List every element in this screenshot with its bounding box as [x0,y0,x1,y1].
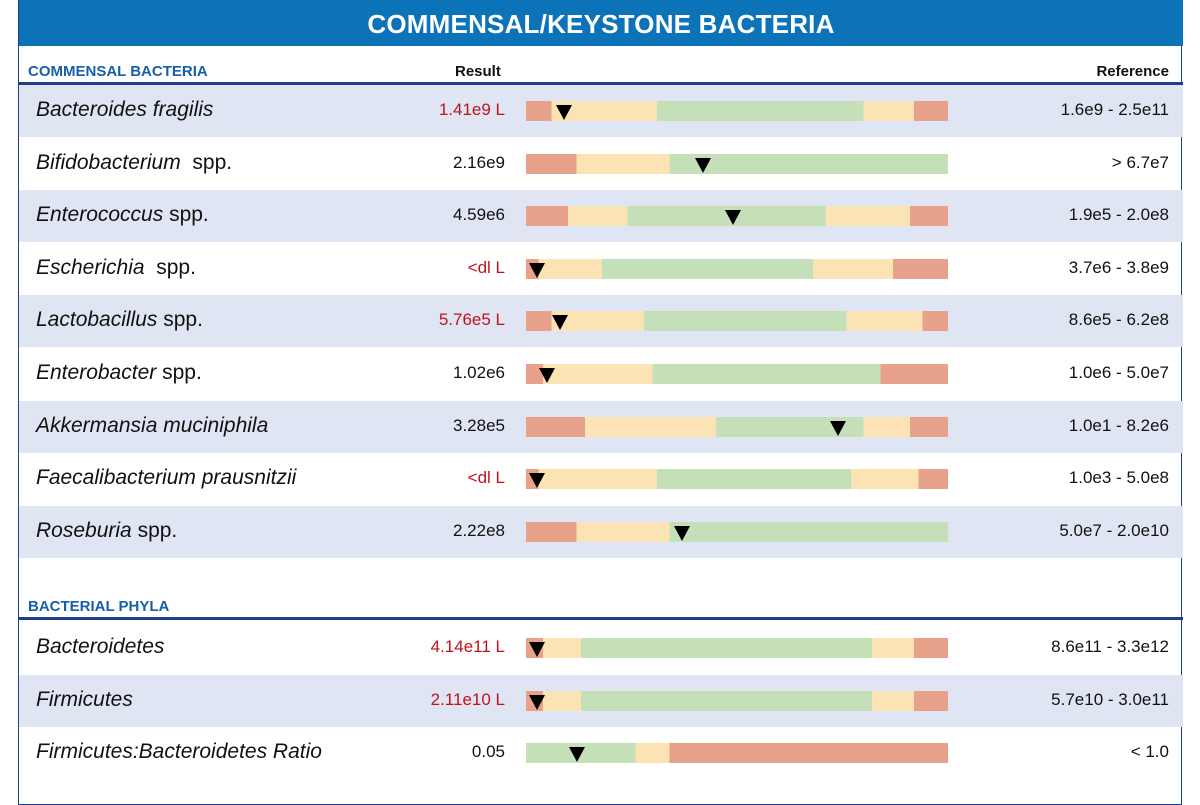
organism-name: Akkermansia muciniphila [36,414,268,438]
result-marker-icon [674,525,691,541]
table-row: Firmicutes:Bacteroidetes Ratio 0.05 < 1.0 [19,727,1183,779]
table-row: Faecalibacterium prausnitzii <dl L 1.0e3 -… [19,453,1183,505]
section-title: BACTERIAL PHYLA [28,598,170,615]
reference-range: 1.6e9 - 2.5e11 [1060,100,1169,119]
result-value: <dl L [467,468,505,488]
reference-range: 1.0e1 - 8.2e6 [1068,415,1169,435]
table-row: Enterococcus spp. 4.59e6 1.9e5 - 2.0e8 [19,190,1183,243]
scientific-name: Enterococcus [36,203,164,227]
result-value: 4.59e6 [453,205,505,225]
result-value: 3.28e5 [453,415,505,435]
result-column-header: Result [455,63,501,80]
scientific-name: Akkermansia muciniphila [36,413,269,437]
scientific-name: Roseburia [36,518,132,542]
result-marker-icon [724,210,741,226]
table-row: Roseburia spp. 2.22e8 5.0e7 - 2.0e10 [19,505,1183,558]
range-bar [526,206,948,227]
result-value: 2.22e8 [453,520,505,540]
scientific-name: Bacteroidetes [36,635,165,658]
reference-range: 5.7e10 - 3.0e11 [1051,689,1169,709]
result-value: 5.76e5 L [438,310,505,330]
result-value: <dl L [467,257,505,277]
organism-name: Bacteroides fragilis [36,98,213,122]
range-bar [526,364,948,384]
reference-column-header: Reference [1096,63,1169,80]
result-marker-icon [528,694,545,710]
organism-name: Firmicutes:Bacteroidetes Ratio [36,740,322,764]
organism-name: Escherichia spp. [36,256,196,280]
result-value: 1.02e6 [453,363,505,382]
name-suffix: spp. [144,255,196,279]
organism-name: Lactobacillus spp. [36,308,203,332]
result-value: 2.16e9 [453,152,505,172]
scientific-name: Bifidobacterium [36,150,181,174]
reference-range: < 1.0 [1130,742,1169,762]
result-marker-icon [528,473,545,489]
scientific-name: Firmicutes [36,687,133,711]
table-row: Bifidobacterium spp. 2.16e9 > 6.7e7 [19,138,1183,190]
table-row: Bacteroidetes 4.14e11 L 8.6e11 - 3.3e12 [19,622,1183,674]
range-bar [526,416,948,437]
name-suffix: spp. [157,308,203,332]
result-value: 1.41e9 L [438,100,505,119]
section-header: BACTERIAL PHYLA [19,594,1183,620]
organism-name: Firmicutes [36,688,133,712]
reference-range: 8.6e11 - 3.3e12 [1051,637,1169,656]
reference-range: > 6.7e7 [1111,152,1169,172]
range-bar [526,690,948,711]
result-marker-icon [528,642,545,657]
table-row: Firmicutes 2.11e10 L 5.7e10 - 3.0e11 [19,674,1183,727]
organism-name: Faecalibacterium prausnitzii [36,466,296,490]
reference-range: 5.0e7 - 2.0e10 [1059,520,1169,540]
reference-range: 3.7e6 - 3.8e9 [1068,257,1169,277]
range-bar [526,638,948,658]
table-row: Bacteroides fragilis 1.41e9 L 1.6e9 - 2.5e… [19,85,1183,137]
table-row: Enterobacter spp. 1.02e6 1.0e6 - 5.0e7 [19,348,1183,400]
name-suffix: spp. [163,203,209,227]
range-bar [526,521,948,542]
report-frame: COMMENSAL/KEYSTONE BACTERIA COMMENSAL BA… [18,0,1183,805]
organism-name: Bacteroidetes [36,635,164,659]
result-marker-icon [555,105,572,120]
result-marker-icon [568,747,585,763]
result-value: 4.14e11 L [430,637,505,656]
range-bar [526,258,948,279]
result-value: 2.11e10 L [430,689,505,709]
result-marker-icon [830,420,847,436]
range-bar [526,743,948,764]
result-value: 0.05 [471,742,505,762]
range-bar [526,101,948,121]
organism-name: Enterobacter spp. [36,361,202,385]
result-marker-icon [695,157,712,173]
result-marker-icon [551,315,568,331]
organism-name: Enterococcus spp. [36,203,209,227]
range-bar [526,153,948,174]
table-row: Escherichia spp. <dl L 3.7e6 - 3.8e9 [19,243,1183,295]
reference-range: 8.6e5 - 6.2e8 [1068,310,1169,330]
range-bar [526,469,948,490]
organism-name: Bifidobacterium spp. [36,151,232,175]
name-suffix: spp. [156,361,202,384]
table-row: Akkermansia muciniphila 3.28e5 1.0e1 - 8.2… [19,400,1183,453]
reference-range: 1.0e6 - 5.0e7 [1068,363,1169,382]
table-row: Lactobacillus spp. 5.76e5 L 8.6e5 - 6.2e8 [19,295,1183,348]
name-suffix: spp. [180,150,233,174]
scientific-name: Lactobacillus [36,308,158,332]
report-title: COMMENSAL/KEYSTONE BACTERIA [19,0,1183,46]
section-title: COMMENSAL BACTERIA [28,63,208,80]
name-suffix: spp. [131,518,178,542]
scientific-name: Enterobacter [36,361,157,384]
result-marker-icon [539,368,556,383]
range-bar [526,311,948,332]
scientific-name: Firmicutes:Bacteroidetes Ratio [36,740,322,764]
section-header: COMMENSAL BACTERIA Result Reference [19,59,1183,85]
scientific-name: Escherichia [36,255,145,279]
reference-range: 1.9e5 - 2.0e8 [1068,205,1169,225]
reference-range: 1.0e3 - 5.0e8 [1068,468,1169,488]
scientific-name: Faecalibacterium prausnitzii [36,466,297,490]
scientific-name: Bacteroides fragilis [36,98,214,121]
organism-name: Roseburia spp. [36,519,177,543]
result-marker-icon [528,262,545,278]
